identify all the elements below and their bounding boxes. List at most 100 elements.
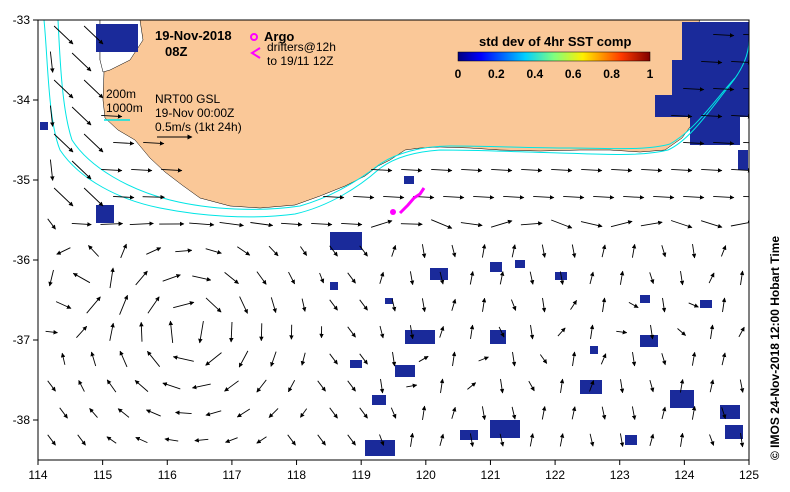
current-arrow bbox=[511, 244, 517, 258]
current-arrow bbox=[679, 271, 685, 286]
colorbar-tick-label: 0.4 bbox=[526, 67, 543, 81]
current-vectors bbox=[45, 25, 756, 448]
current-arrow bbox=[353, 195, 375, 200]
colorbar-tick-label: 0.2 bbox=[488, 67, 505, 81]
current-arrow bbox=[481, 243, 487, 258]
current-arrow bbox=[743, 87, 749, 90]
argo-marker-map bbox=[390, 209, 396, 215]
current-arrow bbox=[753, 406, 755, 420]
current-arrow bbox=[237, 246, 251, 256]
current-arrow bbox=[311, 222, 333, 227]
current-arrow bbox=[49, 159, 55, 181]
current-arrow bbox=[623, 195, 645, 200]
current-arrow bbox=[559, 433, 565, 447]
current-arrow bbox=[499, 271, 505, 285]
current-arrow bbox=[135, 270, 148, 286]
current-arrow bbox=[541, 244, 547, 258]
current-arrow bbox=[189, 222, 215, 227]
current-arrow bbox=[71, 106, 92, 126]
lon-tick-label: 121 bbox=[480, 468, 500, 482]
current-arrow bbox=[175, 248, 193, 253]
current-arrow bbox=[77, 434, 86, 446]
current-arrow bbox=[259, 323, 264, 342]
current-arrow bbox=[86, 296, 101, 314]
current-arrow bbox=[300, 352, 306, 366]
current-arrow bbox=[88, 245, 100, 257]
current-arrow bbox=[147, 350, 161, 367]
current-arrow bbox=[409, 325, 415, 340]
lon-tick-label: 116 bbox=[158, 468, 177, 482]
current-arrow bbox=[400, 221, 423, 227]
colorbar-ticks: 0 0.2 0.4 0.6 0.8 1 bbox=[455, 67, 654, 81]
current-arrow bbox=[164, 437, 179, 442]
current-arrow bbox=[239, 296, 248, 314]
current-arrow bbox=[589, 324, 595, 340]
current-arrow bbox=[83, 187, 104, 207]
current-arrow bbox=[750, 301, 756, 310]
current-arrow bbox=[499, 433, 505, 447]
current-arrow bbox=[71, 160, 92, 180]
lon-tick-label: 122 bbox=[545, 468, 565, 482]
current-arrow bbox=[191, 383, 211, 390]
current-arrow bbox=[589, 433, 595, 447]
current-arrow bbox=[688, 302, 699, 308]
current-arrow bbox=[443, 195, 465, 200]
drifters-sublabel: to 19/11 12Z bbox=[267, 54, 334, 68]
current-arrow bbox=[510, 299, 517, 311]
current-arrow bbox=[53, 133, 74, 153]
current-arrow bbox=[721, 297, 727, 313]
current-arrow bbox=[713, 87, 735, 92]
current-arrow bbox=[329, 245, 338, 257]
current-arrow bbox=[490, 219, 513, 228]
current-arrow bbox=[720, 245, 727, 257]
current-arrow bbox=[401, 168, 423, 173]
scale-label: 0.5m/s (1kt 24h) bbox=[155, 120, 242, 134]
current-arrow bbox=[671, 168, 693, 173]
current-arrow bbox=[649, 272, 655, 285]
current-arrow bbox=[541, 406, 547, 420]
current-arrow bbox=[557, 327, 566, 337]
current-arrow bbox=[250, 222, 274, 228]
current-arrow bbox=[701, 114, 723, 119]
lat-tick-label: -33 bbox=[13, 13, 31, 27]
current-arrow bbox=[48, 269, 54, 287]
latitude-axis: -33 -34 -35 -36 -37 -38 bbox=[13, 13, 38, 427]
current-arrow bbox=[713, 141, 735, 146]
current-arrow bbox=[451, 298, 457, 311]
current-arrow bbox=[671, 114, 693, 119]
current-arrow bbox=[478, 356, 489, 362]
current-arrow bbox=[469, 433, 475, 448]
current-arrow bbox=[683, 195, 705, 200]
current-arrow bbox=[708, 272, 715, 284]
current-arrow bbox=[288, 379, 296, 393]
product-label: NRT00 GSL bbox=[155, 92, 220, 106]
current-arrow bbox=[691, 351, 697, 366]
current-arrow bbox=[89, 408, 98, 418]
current-arrow bbox=[738, 326, 745, 338]
current-arrow bbox=[55, 301, 72, 309]
current-arrow bbox=[270, 351, 277, 367]
colorbar-tick-label: 0 bbox=[455, 67, 462, 81]
lon-tick-label: 125 bbox=[739, 468, 759, 482]
current-arrow bbox=[106, 436, 117, 444]
current-arrow bbox=[743, 195, 749, 198]
current-arrow bbox=[142, 194, 165, 200]
current-arrow bbox=[580, 221, 603, 228]
current-arrow bbox=[533, 195, 555, 200]
current-arrow bbox=[347, 272, 356, 284]
current-arrow bbox=[288, 271, 295, 285]
current-arrow bbox=[83, 79, 104, 99]
current-arrow bbox=[78, 379, 85, 392]
current-arrow bbox=[481, 297, 487, 312]
current-arrow bbox=[619, 270, 625, 285]
current-arrow bbox=[551, 219, 573, 229]
current-arrow bbox=[53, 79, 74, 99]
current-arrow bbox=[113, 195, 135, 200]
current-arrow bbox=[383, 195, 405, 200]
current-arrow bbox=[129, 221, 154, 226]
current-arrow bbox=[173, 301, 195, 309]
current-arrow bbox=[649, 324, 655, 340]
current-arrow bbox=[109, 322, 115, 341]
longitude-axis: 114 115 116 117 118 119 120 121 122 123 124 125 bbox=[28, 460, 759, 482]
current-arrow bbox=[72, 272, 91, 284]
